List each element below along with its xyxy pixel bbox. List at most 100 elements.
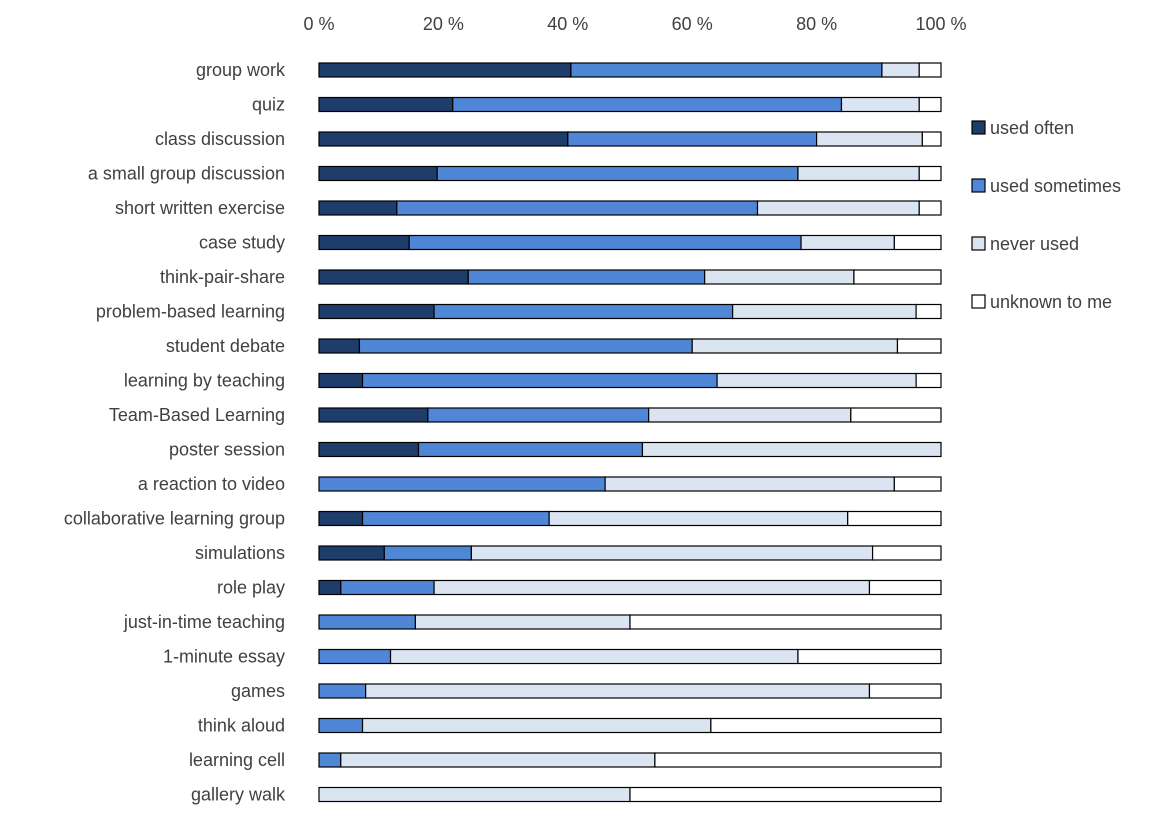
- bar-segment-used-sometimes: [361, 372, 718, 389]
- bar-segment-used-often: [318, 96, 454, 113]
- bar-segment-used-often: [318, 234, 410, 251]
- bar-segment-used-sometimes: [361, 510, 550, 527]
- bar-segment-unknown-to-me: [896, 338, 942, 354]
- bar-segment-unknown-to-me: [797, 648, 942, 665]
- legend-label: used sometimes: [990, 176, 1121, 196]
- bar-segment-unknown-to-me: [918, 165, 942, 182]
- bar-segment-never-used: [716, 372, 917, 389]
- bar-segment-used-sometimes: [318, 752, 342, 768]
- legend-label: used often: [990, 118, 1074, 138]
- x-tick-label: 100 %: [915, 14, 966, 34]
- legend-label: never used: [990, 234, 1079, 254]
- category-labels: group work quiz class discussion a small gr…: [64, 60, 286, 805]
- bar-segment-unknown-to-me: [629, 786, 942, 803]
- bar-segment-used-often: [318, 131, 569, 147]
- x-tick-label: 80 %: [796, 14, 837, 34]
- category-label: simulations: [195, 543, 285, 563]
- category-label: Team-Based Learning: [109, 405, 285, 425]
- bar-segment-used-often: [318, 510, 364, 527]
- category-label: role play: [217, 578, 285, 598]
- bar-segment-unknown-to-me: [629, 614, 942, 630]
- bar-segment-used-often: [318, 303, 435, 320]
- bar-segment-never-used: [691, 338, 899, 354]
- bar-segment-never-used: [648, 407, 852, 423]
- x-tick-label: 60 %: [672, 14, 713, 34]
- bar-segment-used-sometimes: [408, 234, 802, 251]
- bar-segment-unknown-to-me: [847, 510, 942, 527]
- category-label: problem-based learning: [96, 302, 285, 322]
- bar-segment-used-sometimes: [567, 131, 818, 147]
- bar-segment-never-used: [340, 752, 656, 768]
- bar-segment-unknown-to-me: [893, 234, 942, 251]
- category-label: learning cell: [189, 750, 285, 770]
- bar-segment-never-used: [389, 648, 799, 665]
- bar-segment-never-used: [732, 303, 917, 320]
- x-tick-label: 40 %: [547, 14, 588, 34]
- bar-segment-unknown-to-me: [918, 96, 942, 113]
- bar-segment-used-sometimes: [452, 96, 843, 113]
- bar-segment-used-often: [318, 407, 429, 423]
- bar-segment-never-used: [704, 269, 855, 285]
- category-label: learning by teaching: [124, 371, 285, 391]
- category-label: group work: [196, 60, 286, 80]
- bar-segment-used-sometimes: [433, 303, 734, 320]
- bar-segment-unknown-to-me: [915, 303, 942, 320]
- bar-segment-never-used: [361, 717, 712, 734]
- bar-segment-used-sometimes: [570, 62, 883, 78]
- bar-segment-used-often: [318, 165, 438, 182]
- bar-segment-never-used: [604, 476, 895, 492]
- bar-segment-unknown-to-me: [871, 545, 942, 561]
- legend: used often used sometimes never used unknow…: [971, 118, 1121, 312]
- bar-segment-never-used: [414, 614, 631, 630]
- legend-swatch-used-sometimes: [971, 178, 986, 193]
- bar-segment-unknown-to-me: [654, 752, 942, 768]
- bar-segment-used-sometimes: [358, 338, 693, 354]
- bar-segment-unknown-to-me: [915, 372, 942, 389]
- bar-segment-used-often: [318, 269, 469, 285]
- bar-segment-unknown-to-me: [868, 579, 942, 596]
- bar-segment-never-used: [840, 96, 920, 113]
- category-label: 1-minute essay: [163, 647, 285, 667]
- bar-segment-used-sometimes: [318, 683, 367, 699]
- bar-segment-never-used: [800, 234, 895, 251]
- bar-segment-used-often: [318, 338, 361, 354]
- bar-segment-unknown-to-me: [710, 717, 942, 734]
- bar-segment-unknown-to-me: [918, 200, 942, 216]
- legend-swatch-unknown-to-me: [971, 294, 986, 309]
- category-label: just-in-time teaching: [123, 612, 285, 632]
- category-label: a reaction to video: [138, 474, 285, 494]
- bar-segment-used-sometimes: [467, 269, 706, 285]
- bar-segment-used-sometimes: [427, 407, 650, 423]
- bar-segment-used-sometimes: [318, 717, 364, 734]
- bar-segment-never-used: [881, 62, 920, 78]
- bar-segment-used-sometimes: [318, 476, 606, 492]
- bar-segment-never-used: [470, 545, 874, 561]
- bar-segment-used-often: [318, 62, 572, 78]
- bar-segment-never-used: [318, 786, 631, 803]
- category-label: gallery walk: [191, 785, 286, 805]
- legend-swatch-used-often: [971, 120, 986, 135]
- bar-segment-never-used: [433, 579, 871, 596]
- x-tick-label: 0 %: [303, 14, 334, 34]
- bar-segment-unknown-to-me: [893, 476, 942, 492]
- bar-segment-used-often: [318, 579, 342, 596]
- bar-segment-used-often: [318, 372, 364, 389]
- category-label: poster session: [169, 440, 285, 460]
- bar-segment-never-used: [365, 683, 871, 699]
- bar-segment-used-often: [318, 200, 398, 216]
- x-tick-label: 20 %: [423, 14, 464, 34]
- bar-segment-used-sometimes: [396, 200, 759, 216]
- bars: [318, 62, 942, 803]
- bar-segment-never-used: [641, 441, 942, 458]
- bar-segment-unknown-to-me: [850, 407, 942, 423]
- bar-segment-used-sometimes: [318, 648, 392, 665]
- category-label: think aloud: [198, 716, 285, 736]
- category-label: student debate: [166, 336, 285, 356]
- bar-segment-used-sometimes: [417, 441, 644, 458]
- legend-label: unknown to me: [990, 292, 1112, 312]
- bar-segment-used-sometimes: [383, 545, 472, 561]
- bar-segment-used-often: [318, 441, 420, 458]
- bar-segment-never-used: [548, 510, 849, 527]
